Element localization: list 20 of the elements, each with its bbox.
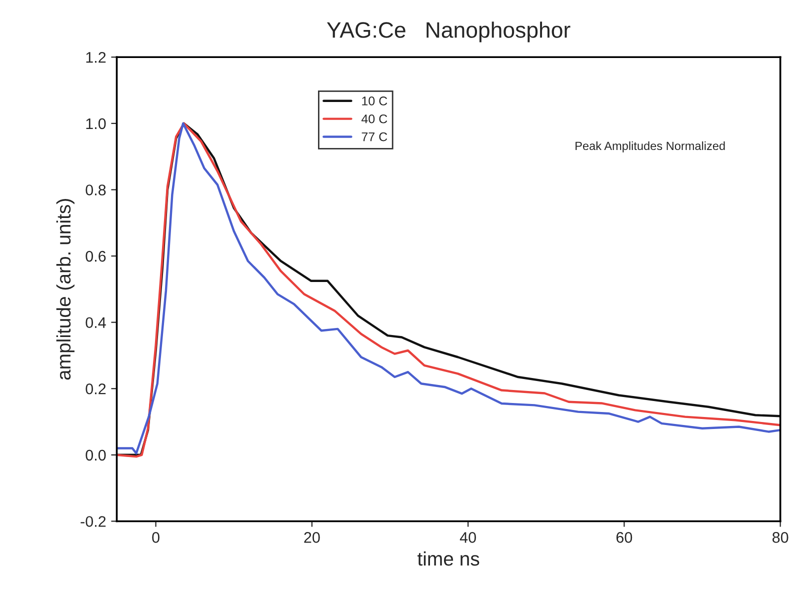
x-tick-label: 40 [460,532,476,543]
y-tick-label: 0.6 [86,250,106,262]
x-axis-title: time ns [418,551,480,566]
x-tick-label: 0 [152,532,160,543]
y-tick-label: 0.2 [86,383,106,394]
y-tick-label: 0.4 [86,317,106,328]
y-axis-title: amplitude (arb. units) [56,199,74,380]
annotation: Peak Amplitudes Normalized [576,141,725,152]
legend-label: 40 C [361,114,388,124]
y-tick-label: 0.0 [86,450,106,461]
x-tick-label: 20 [304,532,320,543]
legend-label: 77 C [362,132,388,142]
y-tick-label: 1.0 [86,118,106,130]
x-tick-label: 60 [616,532,632,543]
y-tick-label: -0.2 [80,516,106,527]
legend-label: 10 C [362,96,388,106]
y-tick-label: 1.2 [86,52,106,63]
chart-title: YAG:Ce Nanophosphor [326,22,570,42]
y-tick-label: 0.8 [86,184,106,196]
x-tick-label: 80 [772,532,788,543]
